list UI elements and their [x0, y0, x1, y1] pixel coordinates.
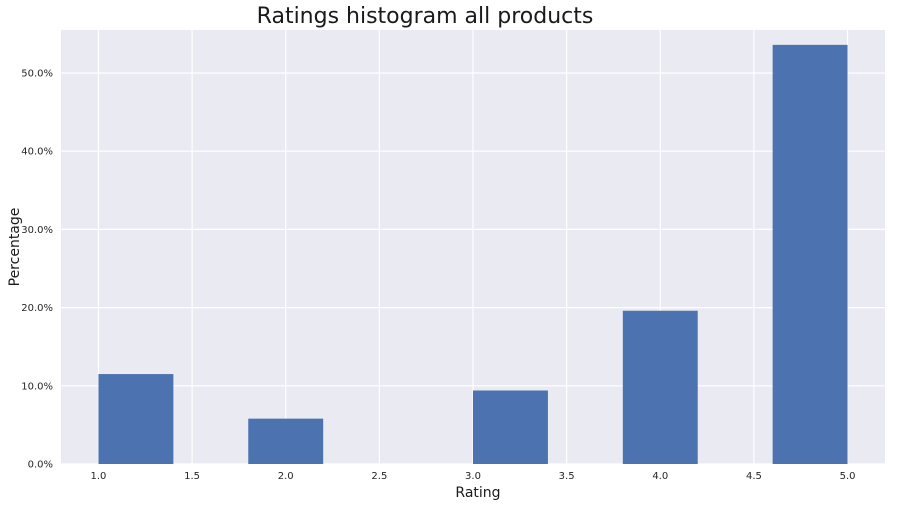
histogram-bar: [248, 418, 324, 464]
y-tick-label: 50.0%: [21, 69, 53, 80]
histogram-bar: [772, 44, 848, 464]
x-tick-label: 4.5: [746, 471, 762, 482]
y-axis-ticks: 0.0% 10.0% 20.0% 30.0% 40.0% 50.0%: [21, 69, 53, 471]
histogram-bar: [473, 390, 548, 464]
histogram-bar: [622, 310, 698, 464]
x-axis-label: Rating: [455, 485, 500, 501]
histogram-bar: [98, 374, 174, 464]
x-tick-label: 1.5: [184, 471, 200, 482]
x-tick-label: 2.0: [278, 471, 294, 482]
y-tick-label: 10.0%: [21, 381, 53, 392]
x-axis-ticks: 1.0 1.5 2.0 2.5 3.0 3.5 4.0 4.5 5.0: [91, 471, 856, 482]
y-tick-label: 0.0%: [28, 460, 53, 471]
bars: [98, 44, 848, 464]
y-axis-label: Percentage: [7, 208, 23, 287]
x-tick-label: 4.0: [652, 471, 668, 482]
y-tick-label: 40.0%: [21, 147, 53, 158]
x-tick-label: 2.5: [371, 471, 387, 482]
chart-title: Ratings histogram all products: [257, 4, 594, 29]
y-tick-label: 20.0%: [21, 303, 53, 314]
x-tick-label: 3.5: [559, 471, 575, 482]
x-tick-label: 3.0: [465, 471, 481, 482]
x-tick-label: 5.0: [840, 471, 856, 482]
x-tick-label: 1.0: [91, 471, 107, 482]
y-tick-label: 30.0%: [21, 225, 53, 236]
